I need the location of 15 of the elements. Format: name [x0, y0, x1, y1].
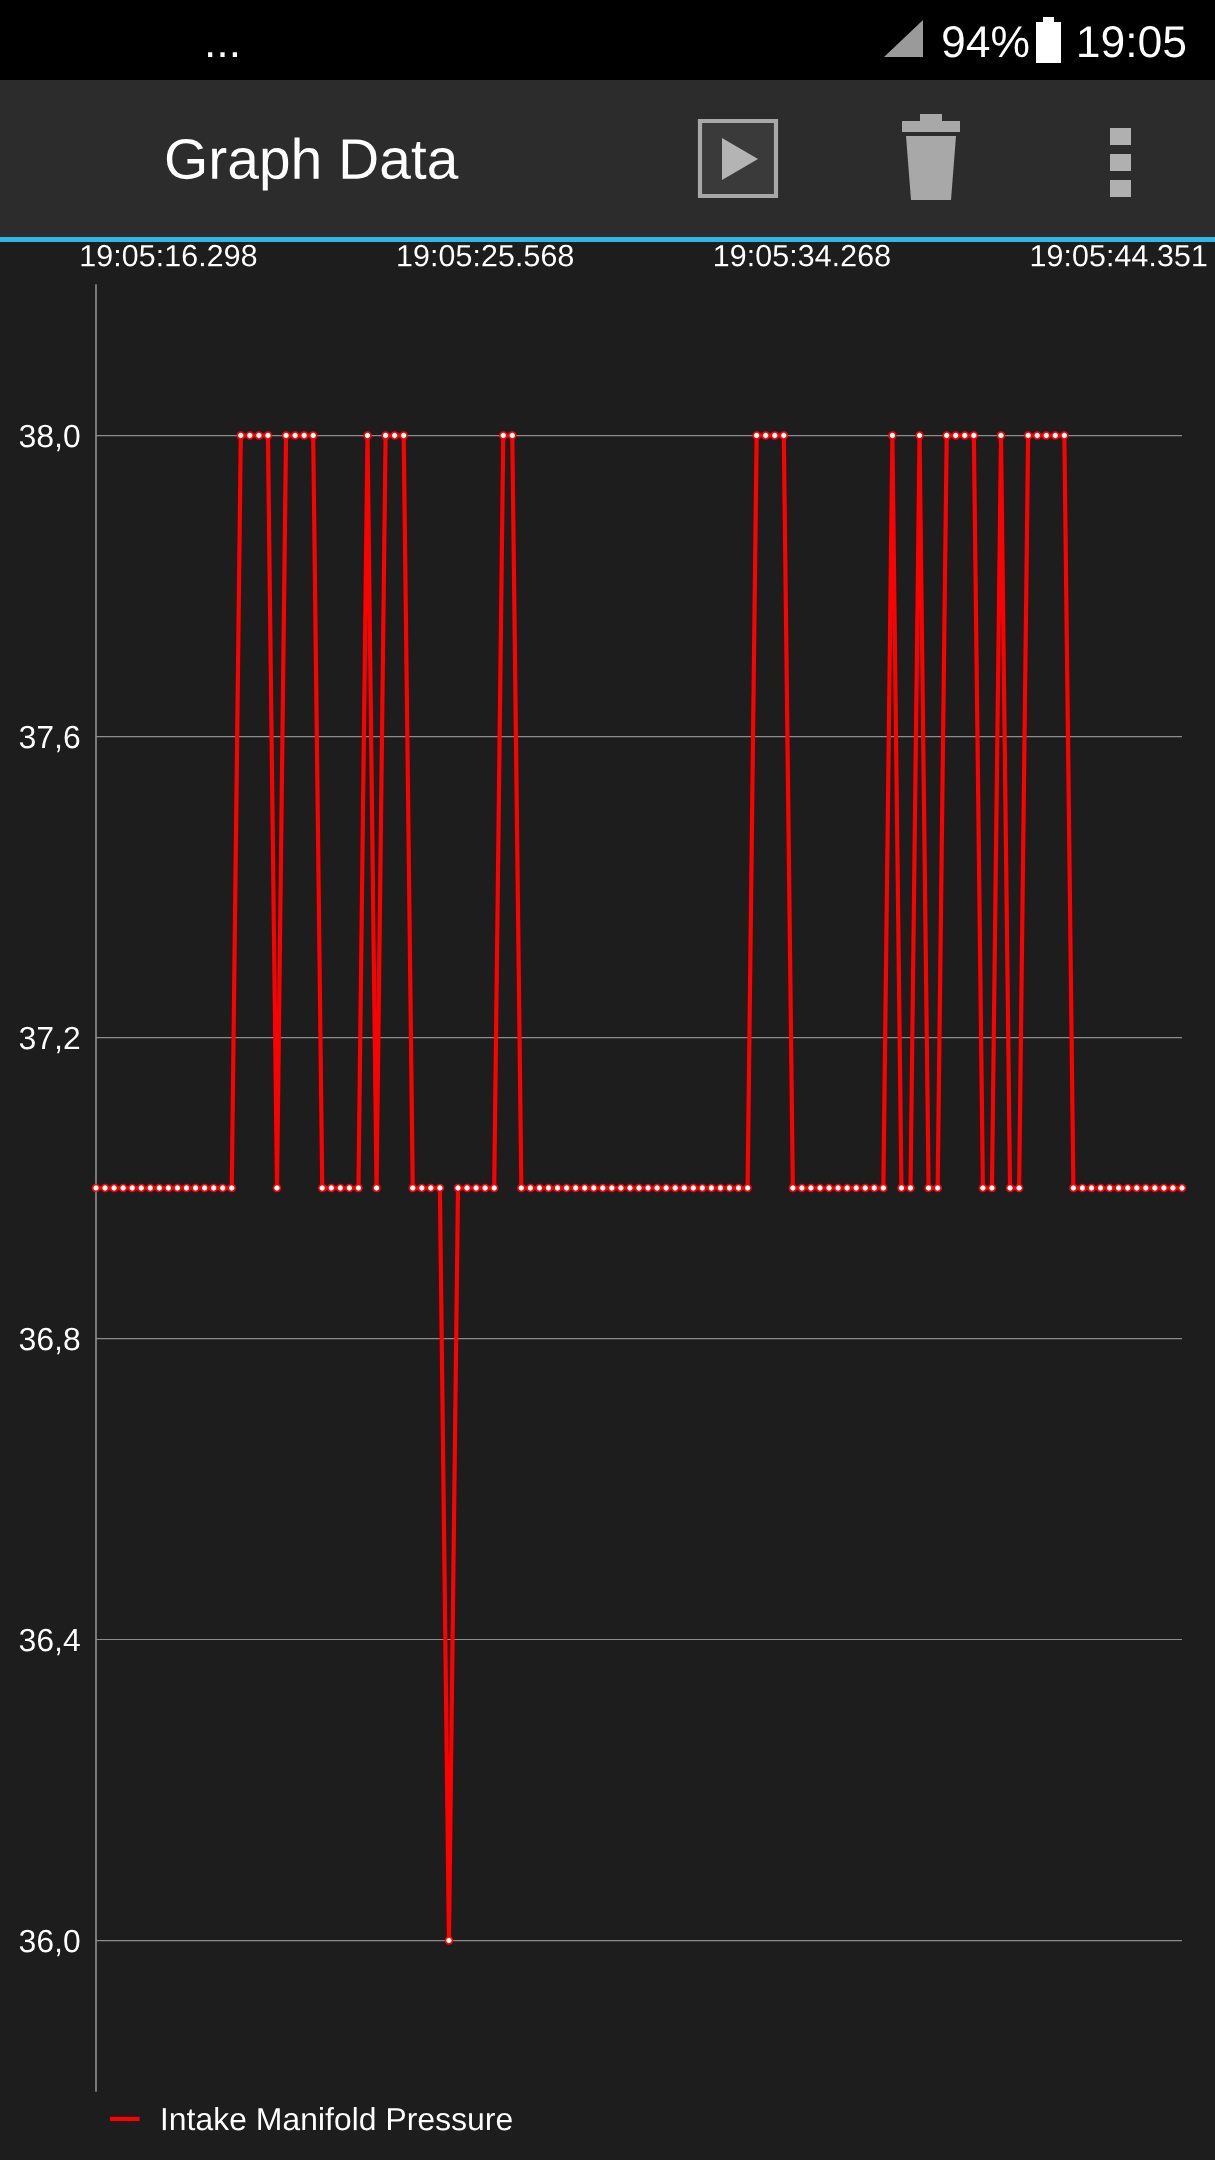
x-tick-label: 19:05:25.568 — [398, 244, 574, 267]
x-tick-label: 19:05:34.268 — [715, 244, 890, 267]
text: 94% — [943, 25, 1029, 58]
chart-title: Graph Data — [166, 137, 459, 191]
x-tick-label: 19:05:16.298 — [81, 244, 257, 267]
legend-label: Intake Manifold Pressure — [162, 2106, 512, 2131]
y-tick-label: 37,2 — [19, 1026, 80, 1054]
y-tick-label: 38,0 — [19, 424, 80, 452]
text: ... — [208, 52, 237, 57]
y-tick-label: 36,8 — [19, 1327, 80, 1355]
y-tick-label: 36,0 — [19, 1929, 80, 1957]
x-tick-label: 19:05:44.351 — [1031, 244, 1207, 267]
y-tick-label: 36,4 — [19, 1628, 80, 1656]
y-tick-label: 37,6 — [19, 725, 80, 753]
text: 19:05 — [1079, 25, 1186, 58]
